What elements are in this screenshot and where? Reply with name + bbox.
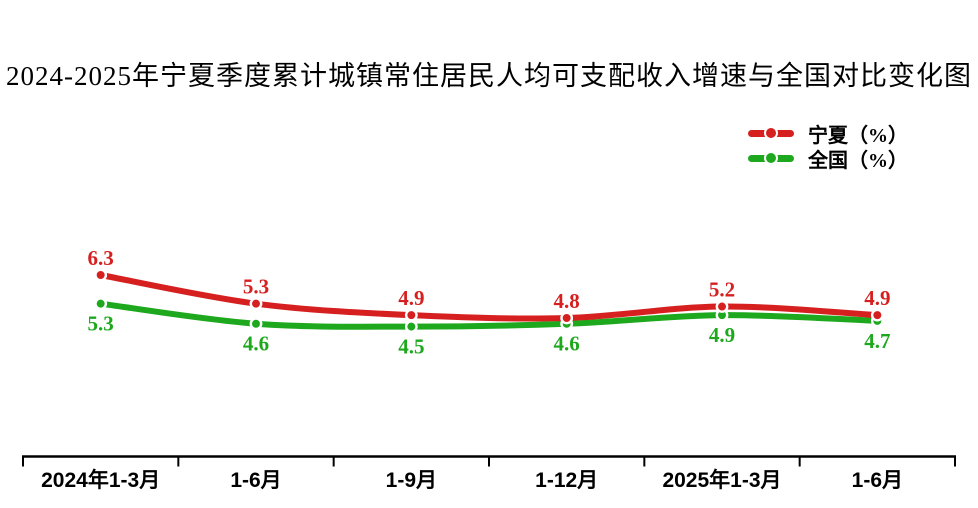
line-dot-marker-icon bbox=[748, 150, 794, 166]
data-label-ningxia: 4.9 bbox=[864, 286, 890, 310]
data-point-national bbox=[404, 320, 418, 334]
data-point-ningxia bbox=[94, 268, 108, 282]
data-label-national: 4.7 bbox=[864, 329, 890, 353]
data-label-national: 4.6 bbox=[243, 332, 269, 356]
x-axis-label: 1-6月 bbox=[852, 469, 903, 492]
data-point-ningxia bbox=[404, 308, 418, 322]
data-label-ningxia: 5.2 bbox=[709, 278, 735, 302]
data-point-ningxia bbox=[715, 300, 729, 313]
data-label-national: 4.5 bbox=[398, 335, 424, 359]
legend-label-ningxia: 宁夏（%） bbox=[808, 124, 908, 147]
x-axis-label: 1-9月 bbox=[386, 469, 437, 492]
legend-label-national: 全国（%） bbox=[808, 149, 908, 172]
data-label-national: 4.6 bbox=[554, 332, 580, 356]
data-label-national: 4.9 bbox=[709, 323, 735, 347]
data-point-ningxia bbox=[560, 311, 574, 325]
data-label-ningxia: 5.3 bbox=[243, 275, 269, 299]
x-axis-label: 2025年1-3月 bbox=[662, 468, 781, 492]
data-point-national bbox=[249, 317, 263, 331]
data-point-ningxia bbox=[870, 308, 884, 322]
x-axis-label: 1-6月 bbox=[230, 469, 281, 492]
data-label-ningxia: 6.3 bbox=[88, 246, 114, 270]
data-label-ningxia: 4.9 bbox=[398, 286, 424, 310]
series-line-national bbox=[97, 300, 881, 330]
x-axis-label: 2024年1-3月 bbox=[41, 468, 160, 492]
data-label-ningxia: 4.8 bbox=[554, 289, 580, 313]
x-axis-label: 1-12月 bbox=[535, 469, 598, 492]
legend-item-national: 全国（%） bbox=[748, 147, 908, 172]
series-line-ningxia bbox=[97, 272, 881, 322]
legend-item-ningxia: 宁夏（%） bbox=[748, 122, 908, 147]
chart-title: 2024-2025年宁夏季度累计城镇常住居民人均可支配收入增速与全国对比变化图 bbox=[6, 61, 972, 91]
data-label-national: 5.3 bbox=[88, 312, 114, 336]
line-dot-marker-icon bbox=[748, 125, 794, 141]
legend: 宁夏（%） 全国（%） bbox=[748, 122, 908, 172]
data-point-national bbox=[94, 297, 108, 311]
data-point-ningxia bbox=[249, 297, 263, 311]
